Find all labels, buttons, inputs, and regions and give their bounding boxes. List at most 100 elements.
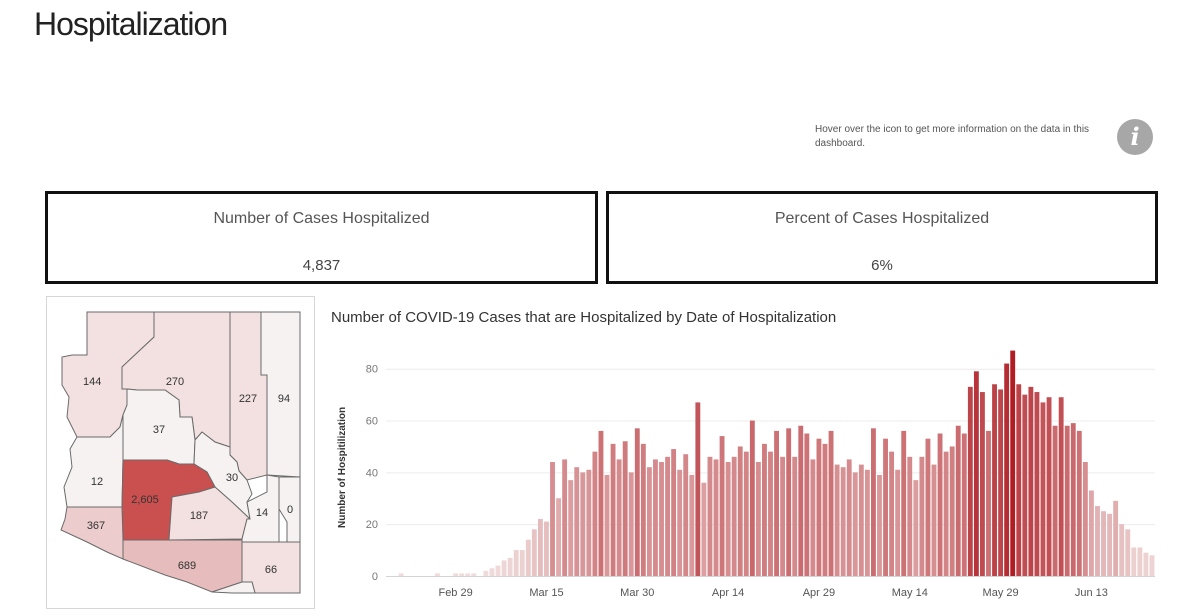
bar[interactable] xyxy=(465,573,471,576)
bar[interactable] xyxy=(725,462,731,576)
bar[interactable] xyxy=(798,425,804,576)
bar[interactable] xyxy=(786,428,792,576)
bar[interactable] xyxy=(513,550,519,576)
bar[interactable] xyxy=(949,446,955,576)
bar[interactable] xyxy=(967,386,973,576)
bar[interactable] xyxy=(943,451,949,576)
bar[interactable] xyxy=(616,459,622,576)
bar[interactable] xyxy=(1107,513,1113,576)
bar[interactable] xyxy=(907,456,913,576)
bar[interactable] xyxy=(592,451,598,576)
bar[interactable] xyxy=(992,384,997,576)
bar[interactable] xyxy=(1131,547,1137,577)
bar[interactable] xyxy=(1010,350,1016,576)
bar[interactable] xyxy=(646,467,652,576)
bar[interactable] xyxy=(525,539,531,576)
bar[interactable] xyxy=(628,472,634,576)
bar[interactable] xyxy=(852,472,858,576)
bar[interactable] xyxy=(1016,384,1022,576)
bar[interactable] xyxy=(743,451,749,576)
bar[interactable] xyxy=(507,557,513,576)
bar[interactable] xyxy=(937,433,943,577)
bar[interactable] xyxy=(1082,462,1088,576)
bar[interactable] xyxy=(495,565,501,576)
bar[interactable] xyxy=(537,519,543,576)
bar[interactable] xyxy=(913,480,919,576)
bar[interactable] xyxy=(713,459,719,576)
bar[interactable] xyxy=(435,573,440,576)
bar[interactable] xyxy=(1088,490,1094,577)
bar[interactable] xyxy=(707,456,713,576)
bar[interactable] xyxy=(1028,386,1034,576)
bar[interactable] xyxy=(955,425,961,576)
bar[interactable] xyxy=(1064,425,1070,576)
bar[interactable] xyxy=(1052,425,1058,576)
bar[interactable] xyxy=(562,459,568,576)
bar[interactable] xyxy=(677,469,683,576)
bar[interactable] xyxy=(1125,529,1131,576)
bar[interactable] xyxy=(719,436,725,576)
bar[interactable] xyxy=(671,449,677,576)
bar[interactable] xyxy=(931,464,937,576)
bar[interactable] xyxy=(883,438,888,576)
bar[interactable] xyxy=(580,472,586,576)
bar[interactable] xyxy=(1046,397,1052,576)
bar[interactable] xyxy=(780,456,786,576)
bar[interactable] xyxy=(610,443,616,576)
bar[interactable] xyxy=(659,462,664,576)
bar[interactable] xyxy=(871,428,876,576)
bar[interactable] xyxy=(858,464,864,576)
bar[interactable] xyxy=(834,464,840,576)
county-yuma[interactable] xyxy=(60,506,124,560)
bar[interactable] xyxy=(568,480,574,576)
bar[interactable] xyxy=(1113,500,1119,576)
bar[interactable] xyxy=(556,498,561,576)
bar[interactable] xyxy=(1076,430,1082,576)
bar[interactable] xyxy=(1143,552,1149,576)
bar[interactable] xyxy=(701,482,707,576)
bar[interactable] xyxy=(1137,547,1143,577)
bar[interactable] xyxy=(1022,394,1028,576)
bar[interactable] xyxy=(1040,402,1046,576)
bar[interactable] xyxy=(925,438,931,576)
bar[interactable] xyxy=(1149,555,1155,576)
bar[interactable] xyxy=(586,469,592,576)
bar[interactable] xyxy=(1004,363,1010,576)
bar[interactable] xyxy=(653,459,658,576)
bar[interactable] xyxy=(1070,423,1076,576)
county-santa-cruz[interactable] xyxy=(211,581,256,594)
bar[interactable] xyxy=(889,451,895,576)
bar[interactable] xyxy=(1119,524,1125,576)
bar[interactable] xyxy=(531,529,537,576)
bar[interactable] xyxy=(622,441,628,576)
bar[interactable] xyxy=(998,389,1004,576)
bar[interactable] xyxy=(919,456,925,576)
bar[interactable] xyxy=(1034,392,1040,576)
bar[interactable] xyxy=(544,521,549,576)
bar[interactable] xyxy=(489,568,495,576)
bar[interactable] xyxy=(550,462,555,576)
bar[interactable] xyxy=(774,430,779,576)
bar[interactable] xyxy=(1058,397,1064,576)
bar[interactable] xyxy=(604,474,610,576)
bar[interactable] xyxy=(749,420,755,576)
bar[interactable] xyxy=(986,430,991,576)
bar[interactable] xyxy=(1101,511,1106,576)
bar[interactable] xyxy=(755,462,761,576)
bar[interactable] xyxy=(980,392,985,576)
bar[interactable] xyxy=(731,456,737,576)
bar[interactable] xyxy=(895,469,901,576)
bar[interactable] xyxy=(689,474,695,576)
bar[interactable] xyxy=(816,438,822,576)
bar[interactable] xyxy=(471,573,477,576)
bar[interactable] xyxy=(598,430,604,576)
bar[interactable] xyxy=(768,451,773,576)
bar[interactable] xyxy=(864,469,870,576)
bar[interactable] xyxy=(901,430,907,576)
bar[interactable] xyxy=(453,573,459,576)
bar[interactable] xyxy=(695,402,701,576)
bar[interactable] xyxy=(1095,506,1100,576)
bar[interactable] xyxy=(877,474,882,576)
bar[interactable] xyxy=(840,467,846,576)
bar[interactable] xyxy=(961,433,967,577)
